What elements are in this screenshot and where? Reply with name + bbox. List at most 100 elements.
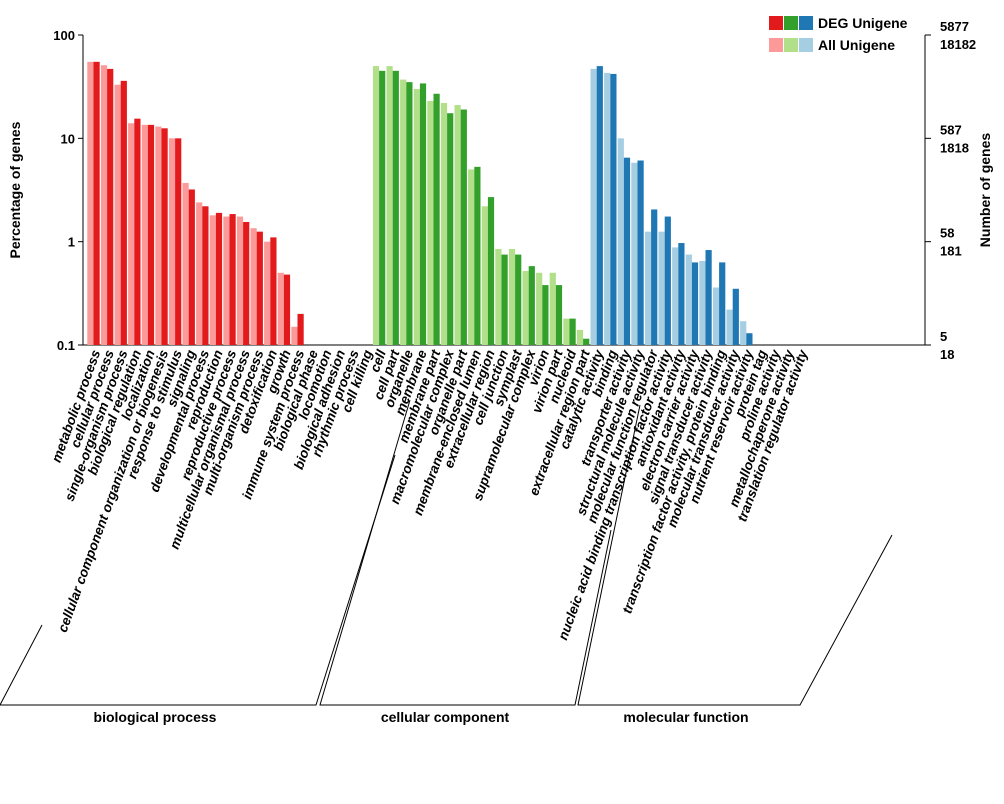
bar-deg-unigene — [596, 66, 603, 345]
bar-all-unigene — [209, 215, 216, 345]
bar-all-unigene — [400, 79, 407, 346]
bar-deg-unigene — [664, 216, 671, 345]
bar-deg-unigene — [637, 160, 644, 345]
bar-deg-unigene — [283, 274, 291, 345]
y-axis-title: Percentage of genes — [7, 121, 23, 258]
bar-all-unigene — [128, 123, 135, 346]
bar-deg-unigene — [460, 109, 467, 345]
bar-deg-unigene — [746, 333, 753, 345]
bar-all-unigene — [617, 138, 624, 345]
group-label: biological process — [94, 709, 217, 725]
legend-swatch-deg — [769, 16, 783, 30]
bar-deg-unigene — [256, 231, 263, 345]
right-tick-label-all: 18182 — [940, 37, 976, 52]
bar-all-unigene — [250, 228, 257, 345]
bar-deg-unigene — [433, 93, 440, 345]
group-brackets: biological process cellular component mole… — [0, 399, 893, 725]
right-tick-label-all: 18 — [940, 347, 954, 362]
bar-all-unigene — [658, 231, 665, 345]
group-bracket — [577, 404, 893, 706]
bar-all-unigene — [182, 182, 189, 345]
bar-deg-unigene — [161, 128, 168, 345]
bar-all-unigene — [372, 66, 380, 345]
bar-deg-unigene — [719, 262, 726, 345]
bar-deg-unigene — [419, 83, 427, 345]
bar-all-unigene — [536, 272, 543, 345]
bar-deg-unigene — [501, 254, 508, 345]
bar-deg-unigene — [134, 118, 141, 345]
bar-all-unigene — [100, 65, 108, 346]
bar-deg-unigene — [229, 214, 236, 345]
bar-deg-unigene — [487, 197, 495, 345]
bar-all-unigene — [576, 329, 584, 345]
bar-all-unigene — [196, 202, 203, 345]
bar-all-unigene — [604, 72, 611, 345]
legend-label-deg: DEG Unigene — [818, 15, 908, 31]
bar-all-unigene — [440, 102, 448, 346]
bar-deg-unigene — [406, 82, 413, 345]
bar-deg-unigene — [583, 338, 590, 345]
category-label: cell — [367, 348, 389, 375]
right-tick-label-all: 1818 — [940, 140, 969, 155]
legend: DEG Unigene All Unigene — [769, 15, 908, 53]
bar-deg-unigene — [243, 221, 250, 345]
bar-all-unigene — [590, 68, 597, 345]
bar-all-unigene — [87, 61, 94, 345]
legend-swatch-all — [799, 38, 813, 52]
bar-deg-unigene — [447, 113, 454, 346]
bar-all-unigene — [712, 287, 720, 345]
left-tick-label: 10 — [61, 131, 75, 146]
bar-all-unigene — [522, 271, 529, 345]
bar-deg-unigene — [93, 61, 100, 345]
bar-deg-unigene — [691, 262, 699, 345]
legend-label-all: All Unigene — [818, 37, 895, 53]
bar-deg-unigene — [270, 237, 277, 345]
bar-all-unigene — [549, 272, 556, 345]
legend-swatch-deg — [784, 16, 798, 30]
bar-all-unigene — [264, 241, 271, 345]
bar-deg-unigene — [188, 189, 195, 345]
right-tick-label-deg: 5 — [940, 329, 947, 344]
bar-deg-unigene — [732, 288, 739, 345]
right-tick-label-deg: 587 — [940, 122, 962, 137]
left-tick-label: 100 — [53, 28, 75, 43]
bar-deg-unigene — [542, 285, 549, 345]
bar-all-unigene — [468, 169, 475, 345]
bar-all-unigene — [699, 260, 706, 345]
bar-all-unigene — [427, 100, 434, 345]
legend-swatch-all — [784, 38, 798, 52]
bar-deg-unigene — [297, 313, 304, 345]
bar-all-unigene — [454, 105, 461, 345]
bar-deg-unigene — [555, 285, 563, 345]
bar-all-unigene — [141, 124, 148, 345]
bar-all-unigene — [168, 138, 176, 345]
bar-all-unigene — [386, 66, 393, 345]
bar-all-unigene — [631, 162, 638, 345]
group-label: cellular component — [381, 709, 510, 725]
bar-deg-unigene — [107, 68, 114, 345]
right-tick-label-all: 181 — [940, 244, 962, 259]
bar-deg-unigene — [515, 254, 522, 345]
bar-deg-unigene — [610, 73, 617, 345]
bar-all-unigene — [236, 216, 244, 345]
right-tick-label-deg: 5877 — [940, 19, 969, 34]
right-tick-label-deg: 58 — [940, 226, 954, 241]
left-tick-label: 0.1 — [57, 338, 75, 353]
bar-deg-unigene — [474, 166, 481, 345]
bar-all-unigene — [413, 89, 420, 346]
bar-all-unigene — [685, 254, 692, 345]
group-label: molecular function — [623, 709, 748, 725]
bar-deg-unigene — [623, 157, 631, 345]
bar-deg-unigene — [215, 212, 223, 345]
bar-all-unigene — [726, 309, 733, 345]
bar-all-unigene — [223, 216, 230, 345]
bar-deg-unigene — [392, 70, 399, 345]
bar-deg-unigene — [651, 209, 658, 345]
bar-all-unigene — [495, 248, 502, 345]
bar-deg-unigene — [569, 318, 576, 345]
legend-swatch-deg — [799, 16, 813, 30]
group-bracket — [319, 399, 612, 706]
bar-all-unigene — [644, 231, 652, 345]
bar-all-unigene — [291, 326, 298, 345]
